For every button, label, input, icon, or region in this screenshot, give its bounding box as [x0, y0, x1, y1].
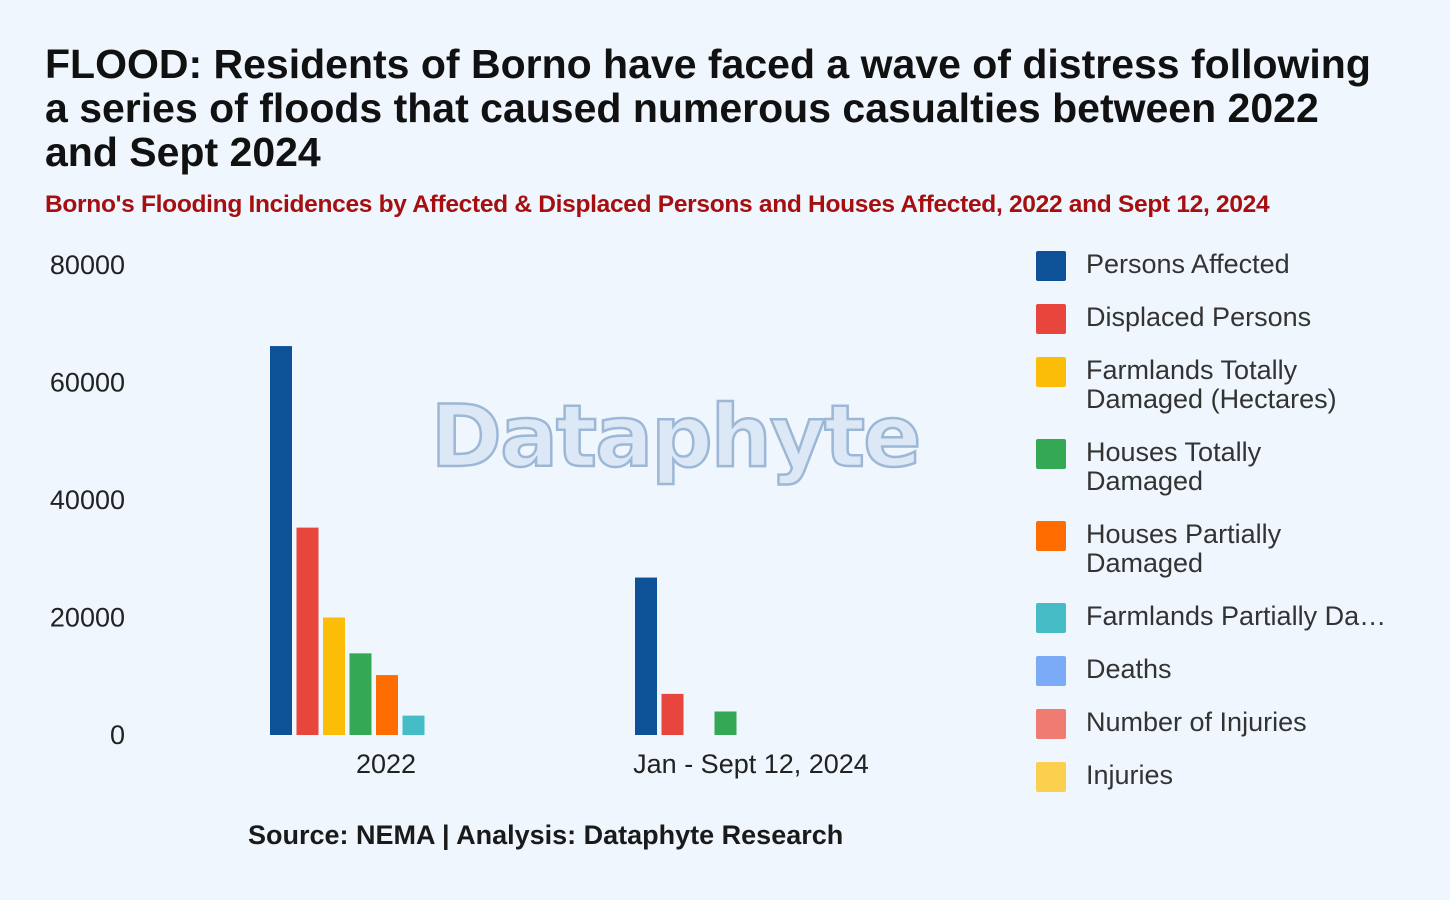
legend-swatch — [1036, 603, 1066, 633]
legend-item[interactable]: Number of Injuries — [1036, 708, 1396, 739]
legend-swatch — [1036, 709, 1066, 739]
legend-swatch — [1036, 251, 1066, 281]
legend-label: Houses Totally Damaged — [1086, 437, 1262, 496]
source-note: Source: NEMA | Analysis: Dataphyte Resea… — [248, 820, 844, 850]
y-tick-label: 60000 — [50, 368, 125, 398]
legend-label: Farmlands Partially Damaged — [1086, 602, 1396, 631]
y-tick-label: 80000 — [50, 250, 125, 280]
legend-item[interactable]: Farmlands Partially Damaged — [1036, 602, 1396, 633]
y-tick-label: 20000 — [50, 603, 125, 633]
legend-item[interactable]: Injuries — [1036, 761, 1396, 792]
legend-item[interactable]: Displaced Persons — [1036, 303, 1396, 334]
legend-item[interactable]: Persons Affected — [1036, 250, 1396, 281]
legend-swatch — [1036, 439, 1066, 469]
bar-displaced-persons-1 — [661, 693, 684, 735]
legend-label: Houses Partially Damaged — [1086, 519, 1282, 578]
y-axis: 0 20000 40000 60000 80000 — [50, 250, 125, 750]
bar-persons-affected-0 — [270, 346, 292, 735]
bar-farmlands-totally-damaged-hectares-0 — [323, 617, 345, 735]
legend-label: Deaths — [1086, 654, 1172, 684]
legend-item[interactable]: Houses Partially Damaged — [1036, 520, 1301, 578]
legend-swatch — [1036, 304, 1066, 334]
bar-displaced-persons-0 — [296, 527, 319, 735]
legend-item[interactable]: Houses Totally Damaged — [1036, 438, 1301, 496]
x-axis: 2022 Jan - Sept 12, 2024 — [356, 749, 869, 779]
legend-item[interactable]: Farmlands Totally Damaged (Hectares) — [1036, 356, 1386, 414]
page-title: FLOOD: Residents of Borno have faced a w… — [45, 41, 1371, 175]
legend-swatch — [1036, 762, 1066, 792]
bar-persons-affected-1 — [635, 577, 657, 735]
legend-label: Farmlands Totally Damaged (Hectares) — [1086, 355, 1337, 414]
bars — [270, 346, 737, 735]
bar-houses-totally-damaged-0 — [349, 653, 372, 735]
x-category-label: 2022 — [356, 749, 416, 779]
y-tick-label: 40000 — [50, 485, 125, 515]
legend-label: Number of Injuries — [1086, 707, 1307, 737]
legend-item[interactable]: Deaths — [1036, 655, 1396, 686]
legend-label: Displaced Persons — [1086, 302, 1312, 332]
legend-label: Injuries — [1086, 760, 1174, 790]
x-category-label: Jan - Sept 12, 2024 — [633, 749, 869, 779]
legend-swatch — [1036, 357, 1066, 387]
legend-label: Persons Affected — [1086, 249, 1290, 279]
watermark-logo: Dataphyte — [431, 387, 920, 487]
legend-swatch — [1036, 656, 1066, 686]
bar-houses-totally-damaged-1 — [714, 711, 737, 735]
legend-swatch — [1036, 521, 1066, 551]
bar-chart: 0 20000 40000 60000 80000 2022 Jan - Sept 12,… — [50, 250, 923, 779]
chart-subtitle: Borno's Flooding Incidences by Affected … — [45, 191, 1270, 218]
y-tick-label: 0 — [110, 720, 125, 750]
bar-farmlands-partially-damaged-0 — [402, 715, 425, 735]
bar-houses-partially-damaged-0 — [376, 675, 398, 735]
